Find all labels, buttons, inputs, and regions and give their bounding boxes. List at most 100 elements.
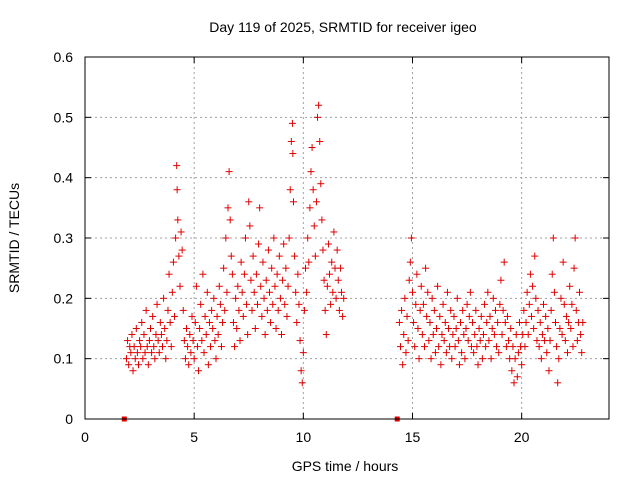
data-point bbox=[162, 355, 170, 363]
data-point bbox=[262, 276, 270, 284]
data-point bbox=[542, 312, 550, 320]
data-point bbox=[196, 325, 204, 332]
data-point bbox=[274, 306, 282, 314]
data-point bbox=[219, 318, 227, 326]
data-point bbox=[511, 355, 519, 363]
data-point bbox=[568, 300, 576, 308]
data-point bbox=[309, 186, 317, 194]
data-point bbox=[403, 312, 411, 320]
data-point bbox=[479, 331, 487, 339]
y-tick-label: 0 bbox=[65, 411, 73, 427]
data-point bbox=[426, 318, 434, 326]
data-point bbox=[570, 264, 578, 272]
data-point bbox=[535, 343, 543, 351]
data-point bbox=[151, 355, 159, 363]
data-point bbox=[476, 337, 484, 345]
data-point bbox=[486, 312, 494, 320]
data-point bbox=[136, 337, 144, 345]
data-point bbox=[417, 282, 425, 290]
data-point bbox=[410, 318, 418, 326]
data-point bbox=[534, 306, 542, 314]
data-point bbox=[180, 337, 188, 345]
data-point bbox=[226, 216, 234, 224]
data-point bbox=[399, 361, 407, 369]
data-point bbox=[235, 306, 243, 314]
data-point bbox=[339, 312, 347, 320]
data-point bbox=[200, 349, 208, 357]
data-point bbox=[183, 325, 191, 332]
data-point bbox=[209, 325, 217, 332]
data-point bbox=[434, 282, 442, 290]
data-point bbox=[234, 282, 242, 290]
data-point bbox=[233, 325, 241, 332]
y-tick-label: 0.1 bbox=[54, 351, 74, 367]
data-point bbox=[258, 312, 266, 320]
data-point bbox=[491, 306, 499, 314]
x-tick-label: 5 bbox=[190, 429, 198, 445]
x-axis-ticks: 0 5 10 15 20 bbox=[81, 57, 530, 445]
data-point bbox=[243, 300, 251, 308]
data-point bbox=[573, 337, 581, 345]
data-point bbox=[198, 337, 206, 345]
data-point bbox=[300, 306, 308, 314]
data-point bbox=[489, 294, 497, 302]
data-point bbox=[333, 246, 341, 254]
data-point bbox=[425, 337, 433, 345]
data-point bbox=[493, 343, 501, 351]
data-point bbox=[464, 337, 472, 345]
data-point bbox=[166, 318, 174, 326]
data-point bbox=[443, 288, 451, 296]
data-point bbox=[559, 258, 567, 266]
data-point bbox=[291, 252, 299, 260]
data-point bbox=[281, 300, 289, 308]
data-point bbox=[143, 343, 151, 351]
data-point bbox=[193, 343, 201, 351]
data-point bbox=[411, 343, 419, 351]
data-point bbox=[549, 234, 557, 242]
data-point bbox=[303, 288, 311, 296]
data-point bbox=[171, 312, 179, 320]
data-point bbox=[147, 325, 154, 332]
data-point bbox=[263, 306, 271, 314]
y-tick-label: 0.4 bbox=[54, 170, 74, 186]
data-point bbox=[214, 331, 222, 339]
data-point bbox=[125, 361, 133, 369]
data-point bbox=[487, 355, 495, 363]
data-point bbox=[328, 258, 336, 266]
data-point bbox=[149, 312, 157, 320]
data-point bbox=[173, 186, 181, 194]
data-point bbox=[577, 331, 585, 339]
data-point bbox=[191, 318, 199, 326]
data-point bbox=[453, 294, 461, 302]
data-point bbox=[216, 300, 224, 308]
data-point bbox=[441, 318, 449, 326]
data-point bbox=[437, 361, 445, 369]
data-point bbox=[459, 306, 467, 314]
data-point bbox=[238, 288, 246, 296]
data-point bbox=[203, 288, 211, 296]
data-point bbox=[324, 240, 332, 248]
y-tick-label: 0.5 bbox=[54, 109, 74, 125]
data-point bbox=[245, 198, 253, 206]
x-tick-label: 20 bbox=[514, 429, 530, 445]
data-point bbox=[554, 379, 562, 387]
data-point bbox=[457, 318, 465, 326]
data-point bbox=[416, 306, 424, 314]
data-point bbox=[185, 361, 193, 369]
data-point bbox=[449, 331, 457, 339]
data-point bbox=[438, 331, 446, 339]
data-point bbox=[484, 288, 492, 296]
data-point bbox=[261, 331, 269, 339]
data-point bbox=[273, 270, 281, 278]
data-point bbox=[168, 288, 176, 296]
data-point bbox=[544, 325, 552, 332]
data-point bbox=[445, 325, 453, 332]
data-point bbox=[127, 349, 135, 357]
data-point bbox=[240, 270, 248, 278]
data-point bbox=[326, 270, 334, 278]
data-point bbox=[154, 337, 162, 345]
data-point bbox=[217, 343, 225, 351]
data-point bbox=[332, 294, 340, 302]
data-point bbox=[502, 343, 510, 351]
data-point bbox=[548, 270, 556, 278]
